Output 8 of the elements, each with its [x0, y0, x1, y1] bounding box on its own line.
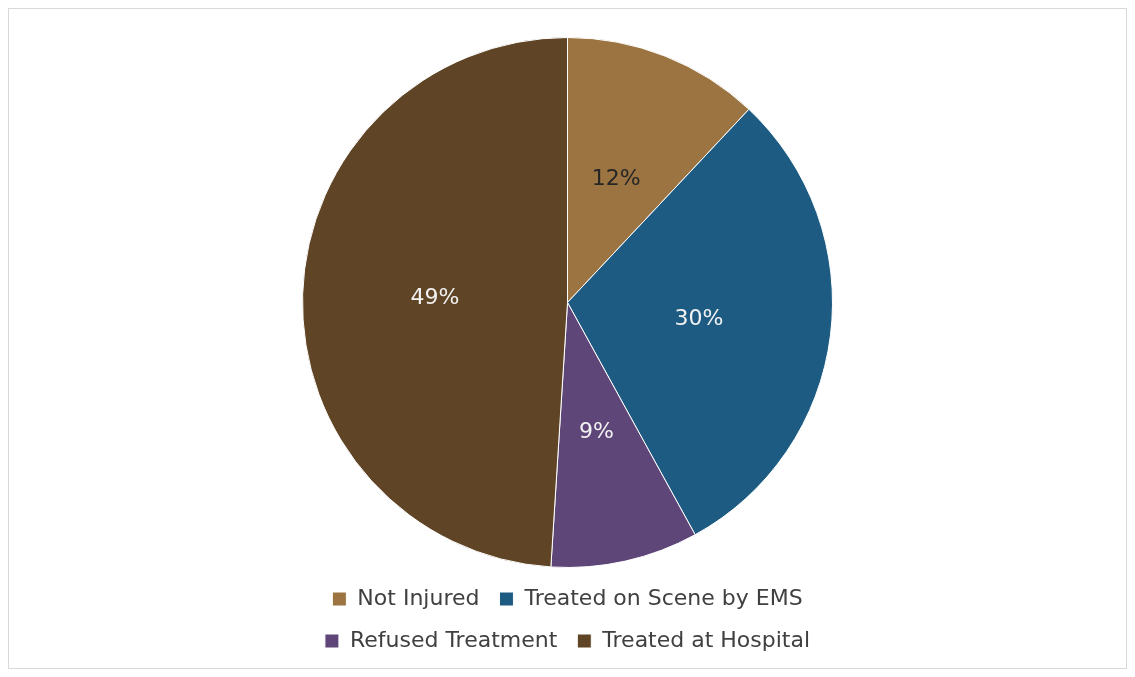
data-label: 9%: [578, 417, 614, 443]
data-label: 49%: [410, 284, 460, 310]
legend-label: Treated at Hospital: [601, 626, 811, 652]
legend-label: Refused Treatment: [349, 626, 558, 652]
legend-label: Treated on Scene by EMS: [523, 584, 803, 610]
data-label: 12%: [591, 165, 641, 191]
data-label: 30%: [674, 304, 724, 330]
legend-label: Not Injured: [357, 584, 480, 610]
